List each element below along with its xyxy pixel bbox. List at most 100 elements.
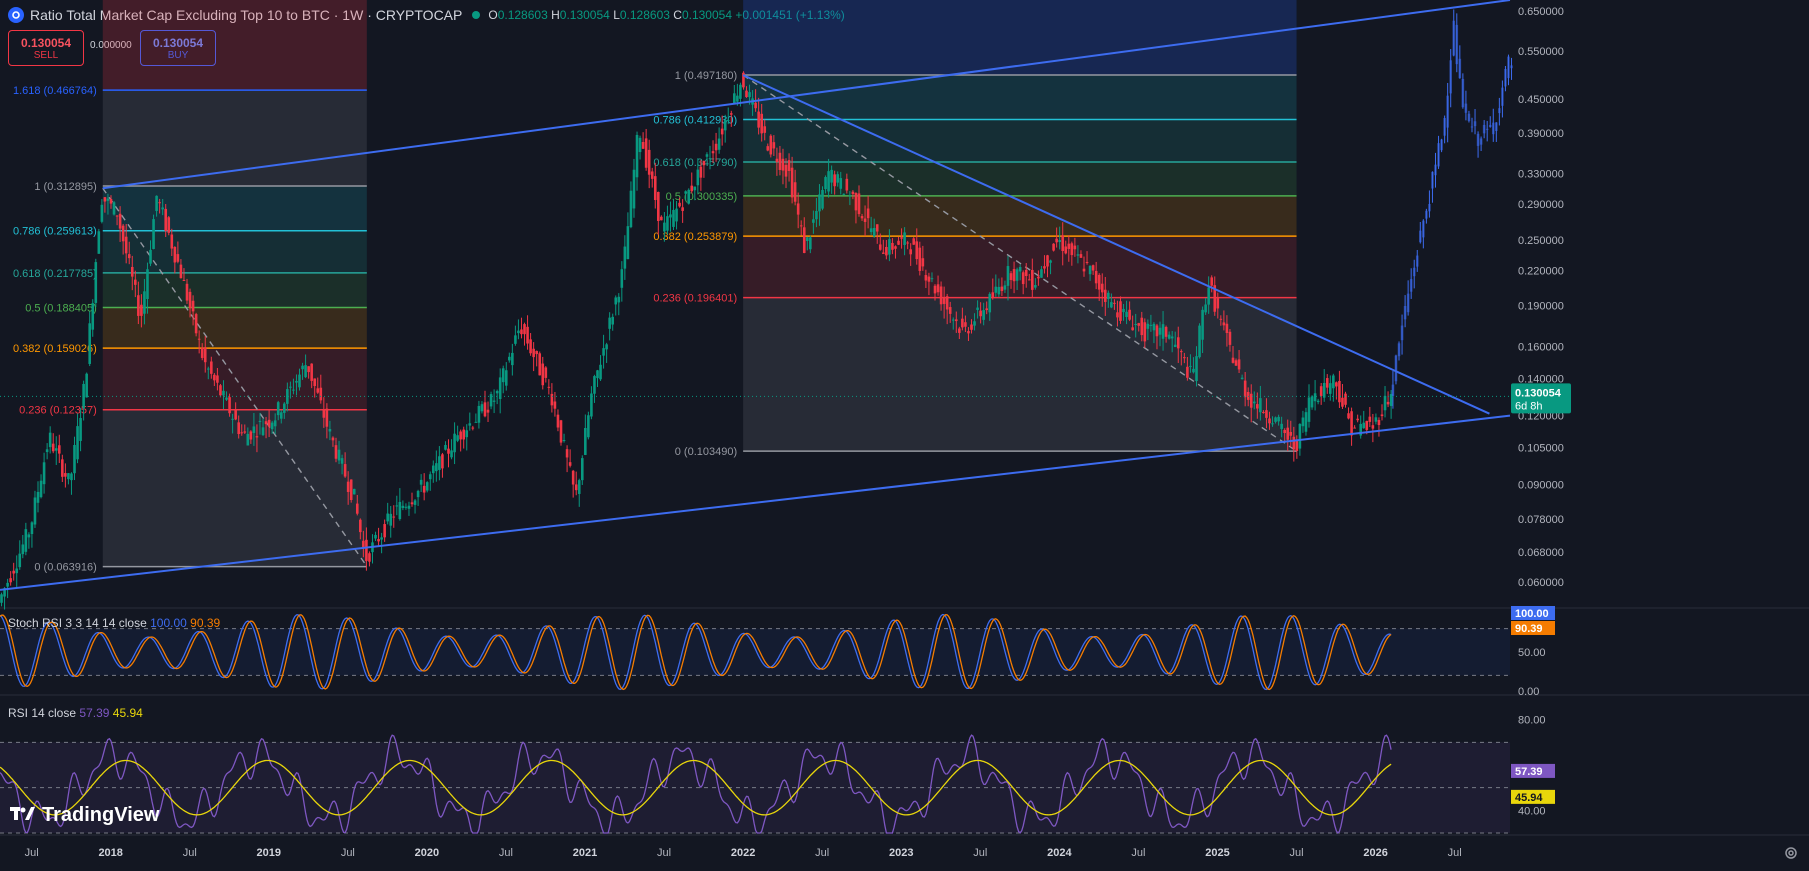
time-axis-tick: 2018: [98, 847, 122, 859]
fib-level-label: 0.236 (0.196401): [653, 293, 737, 305]
high-value: 0.130054: [559, 8, 610, 22]
buy-button[interactable]: 0.130054 BUY: [140, 30, 216, 66]
candle-body: [973, 321, 976, 326]
candle-body: [185, 283, 189, 301]
candle-body: [1058, 240, 1061, 243]
candle-body: [538, 353, 542, 376]
candle-body: [976, 307, 979, 310]
candle-body: [1307, 397, 1311, 422]
candle-body: [1125, 311, 1128, 317]
candle-body: [851, 191, 855, 195]
candle-body: [483, 402, 487, 417]
fib-level-label: 1 (0.497180): [675, 70, 737, 82]
candle-body: [1371, 425, 1375, 429]
tradingview-logo[interactable]: TradingView: [10, 804, 159, 827]
candle-body: [1406, 293, 1410, 313]
time-axis-tick: Jul: [1290, 847, 1304, 859]
candle-body: [477, 405, 481, 423]
price-axis-tick: 0.220000: [1518, 265, 1564, 277]
candle-body: [641, 141, 645, 149]
candle-body: [97, 231, 101, 254]
candle-body: [1076, 254, 1080, 256]
candle-body: [1403, 305, 1407, 320]
candle-body: [818, 194, 821, 212]
candle-body: [1137, 323, 1141, 326]
candle-body: [468, 423, 472, 426]
candle-body: [474, 421, 478, 423]
candle-body: [6, 582, 9, 587]
candle-body: [1046, 255, 1049, 267]
candle-body: [580, 458, 584, 481]
candle-body: [1210, 277, 1214, 286]
candle-body: [1449, 60, 1453, 94]
candle-body: [596, 370, 599, 379]
price-axis-tick: 0.120000: [1518, 411, 1564, 423]
time-axis-tick: Jul: [499, 847, 513, 859]
price-axis-tick: 0.550000: [1518, 46, 1564, 58]
price-axis-tick: 0.090000: [1518, 480, 1564, 492]
candle-body: [544, 367, 548, 378]
tradingview-mark-icon: [10, 804, 36, 827]
rsi-legend[interactable]: RSI 14 close 57.39 45.94: [8, 706, 143, 720]
symbol-title[interactable]: Ratio Total Market Cap Excluding Top 10 …: [30, 7, 463, 23]
candle-body: [3, 588, 6, 597]
candle-body: [489, 394, 493, 407]
candle-body: [173, 247, 177, 263]
candle-body: [556, 414, 560, 428]
candle-body: [210, 361, 213, 374]
candle-body: [565, 449, 569, 458]
candle-body: [1504, 69, 1507, 87]
candle-body: [1338, 380, 1341, 403]
candle-body: [447, 448, 450, 454]
market-status-dot-icon: [472, 11, 481, 19]
candle-body: [748, 92, 751, 98]
candle-body: [787, 160, 791, 172]
candle-body: [866, 208, 870, 219]
candle-body: [720, 128, 724, 135]
candle-body: [1128, 309, 1131, 320]
time-axis-tick: 2023: [889, 847, 913, 859]
stoch-value-badge: [1511, 606, 1555, 620]
stoch-d-line: [0, 614, 1392, 691]
gear-icon[interactable]: [1783, 845, 1799, 861]
candle-body: [1015, 269, 1019, 281]
candle-body: [903, 232, 906, 245]
candle-body: [158, 202, 161, 204]
candle-body: [1510, 65, 1513, 69]
candle-body: [1237, 359, 1241, 370]
candle-body: [723, 119, 727, 131]
candle-body: [696, 169, 700, 186]
candle-body: [410, 502, 414, 505]
candle-body: [997, 286, 1001, 295]
candle-body: [182, 280, 186, 282]
candle-body: [535, 350, 538, 355]
price-axis-tick: 0.140000: [1518, 374, 1564, 386]
candle-body: [663, 222, 666, 232]
candle-body: [200, 347, 204, 358]
candle-body: [842, 193, 846, 195]
candle-body: [1249, 393, 1253, 408]
candle-body: [602, 348, 605, 356]
candle-body: [12, 570, 15, 574]
candle-body: [666, 216, 669, 231]
candle-body: [894, 246, 897, 249]
fib-level-label: 0 (0.063916): [34, 562, 96, 574]
fib-level-label: 0.382 (0.159026): [13, 343, 97, 355]
candle-body: [1107, 292, 1110, 299]
trendline: [0, 414, 1511, 591]
candle-body: [1473, 121, 1477, 127]
candle-body: [492, 400, 496, 402]
candle-body: [1298, 423, 1302, 449]
candle-body: [1134, 324, 1137, 326]
candle-body: [568, 462, 572, 466]
sell-button[interactable]: 0.130054 SELL: [8, 30, 84, 66]
candle-body: [1256, 404, 1259, 409]
stoch-rsi-legend[interactable]: Stoch RSI 3 3 14 14 close 100.00 90.39: [8, 616, 220, 630]
candle-body: [638, 137, 642, 153]
candle-body: [918, 247, 922, 271]
candle-body: [945, 296, 949, 310]
candle-body: [936, 284, 940, 293]
candle-body: [1225, 323, 1229, 333]
candle-body: [64, 473, 67, 477]
